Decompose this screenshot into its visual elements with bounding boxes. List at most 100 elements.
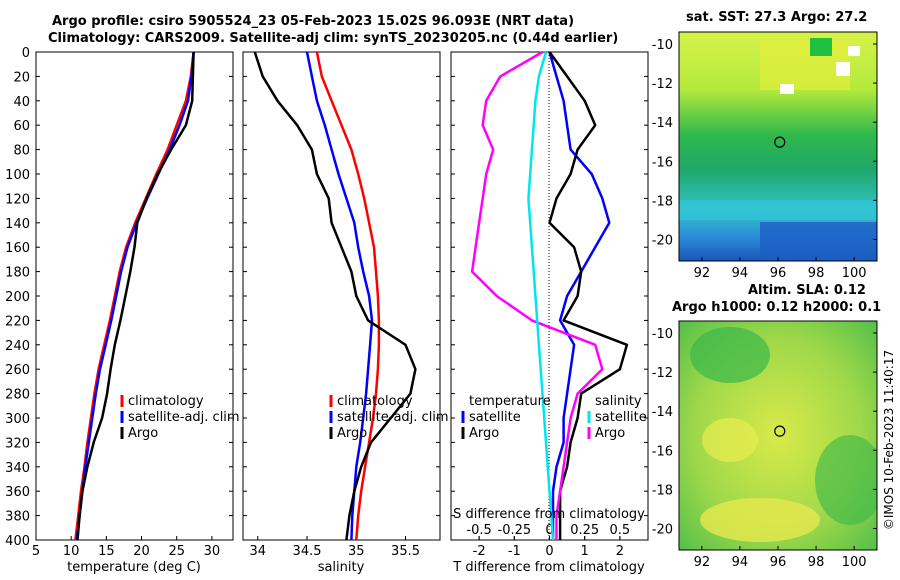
y-tick-label: 0: [22, 46, 30, 61]
y-tick-label: 160: [5, 241, 30, 256]
legend-label-temperature: temperature: [469, 394, 551, 409]
sla-map-axes: 92 94 96 98 100 -10 -12 -14 -16 -18 -20: [652, 327, 877, 570]
sla-map-title-2: Argo h1000: 0.12 h2000: 0.1: [672, 300, 882, 315]
series-satellite-adj-clim: [75, 51, 195, 541]
legend-label-t-argo: Argo: [469, 426, 499, 441]
series-salinity-argo: [470, 50, 604, 540]
series-climatology: [315, 51, 381, 541]
panel-temperature: [35, 51, 234, 541]
y-tick-label: 380: [5, 510, 30, 525]
lat-tick-label: -12: [652, 77, 673, 92]
credit: ©IMOS 10-Feb-2023 11:40:17: [882, 350, 896, 530]
salinity-series: [253, 51, 417, 541]
sla-map: 92 94 96 98 100 -10 -12 -14 -16 -18 -20: [652, 320, 878, 570]
xlabel-temperature: temperature (deg C): [67, 560, 201, 575]
y-tick-label: 40: [13, 95, 30, 110]
x-tick-label: 34: [250, 544, 267, 559]
lat-tick-label: -20: [652, 522, 673, 537]
legend-label-salinity: salinity: [595, 394, 642, 409]
legend-label-argo: Argo: [337, 426, 367, 441]
lat-tick-label: -18: [652, 194, 673, 209]
legend-label-satellite: satellite-adj. clim: [128, 410, 240, 425]
series-satellite-adj-clim: [305, 51, 374, 541]
legend-label-climatology: climatology: [128, 394, 204, 409]
float-position-marker: [774, 136, 786, 148]
y-tick-label: 260: [5, 363, 30, 378]
float-position-marker: [774, 425, 786, 437]
lat-tick-label: -16: [652, 444, 673, 459]
lon-tick-label: 92: [694, 555, 711, 570]
panel-salinity: [242, 51, 441, 541]
y-tick-label: 180: [5, 266, 30, 281]
sla-high-patch: [700, 498, 820, 542]
sla-low-patch: [815, 435, 877, 525]
x-tick-label: 0: [545, 523, 553, 538]
sst-map-title: sat. SST: 27.3 Argo: 27.2: [686, 10, 868, 25]
y-tick-label: 360: [5, 485, 30, 500]
title-line-1: Argo profile: csiro 5905524_23 05-Feb-20…: [52, 14, 575, 29]
lat-tick-label: -12: [652, 366, 673, 381]
salinity-x-axis: 34 34.5 35 35.5: [250, 536, 420, 559]
lat-tick-label: -20: [652, 233, 673, 248]
y-tick-label: 320: [5, 436, 30, 451]
xlabel-t-difference: T difference from climatology: [452, 560, 645, 575]
series-argo: [76, 51, 195, 541]
lon-tick-label: 96: [770, 266, 787, 281]
sst-cold-band: [760, 222, 877, 261]
lon-tick-label: 100: [842, 555, 867, 570]
x-tick-label: 35: [348, 544, 365, 559]
lon-tick-label: 100: [842, 266, 867, 281]
sst-cloud-gap: [780, 84, 794, 94]
y-tick-label: 120: [5, 192, 30, 207]
lat-tick-label: -18: [652, 483, 673, 498]
x-tick-label: -1: [508, 544, 521, 559]
y-tick-label: 240: [5, 339, 30, 354]
series-salinity-satellite: [527, 51, 555, 541]
lat-tick-label: -16: [652, 155, 673, 170]
y-tick-label: 400: [5, 534, 30, 549]
y-tick-label: 140: [5, 217, 30, 232]
depth-axis: 0 20 40 60 80 100 120 140 160 180 200 220 240 260 280 3…: [5, 46, 648, 549]
sla-high-patch: [702, 418, 758, 462]
sla-low-patch: [690, 327, 770, 383]
title-line-2: Climatology: CARS2009. Satellite-adj cli…: [48, 31, 619, 46]
series-temperature-argo: [548, 51, 629, 540]
legend-label-t-satellite: satellite: [469, 410, 521, 425]
legend-salinity: climatology satellite-adj. clim Argo: [329, 394, 449, 441]
legend-difference: temperature satellite Argo salinity sate…: [461, 394, 647, 441]
temperature-x-axis: 5 10 15 20 25 30: [32, 536, 220, 559]
y-tick-label: 300: [5, 412, 30, 427]
x-tick-label: -0.25: [498, 523, 532, 538]
lat-tick-label: -14: [652, 116, 673, 131]
salinity-difference-x-axis: -0.5 -0.25 0 0.25 0.5: [466, 523, 630, 540]
series-argo: [253, 51, 417, 541]
y-tick-label: 80: [13, 144, 30, 159]
x-tick-label: 30: [204, 544, 221, 559]
legend-label-climatology: climatology: [337, 394, 413, 409]
x-tick-label: 5: [32, 544, 40, 559]
x-tick-label: 0.5: [610, 523, 631, 538]
lon-tick-label: 98: [808, 266, 825, 281]
legend-label-argo: Argo: [128, 426, 158, 441]
sst-map-axes: 92 94 96 98 100 -10 -12 -14 -16 -18 -20: [652, 38, 877, 281]
legend-label-s-satellite: satellite: [595, 410, 647, 425]
x-tick-label: 10: [63, 544, 80, 559]
x-tick-label: 35.5: [391, 544, 420, 559]
xlabel-s-difference: S difference from climatology: [453, 507, 645, 522]
x-tick-label: 25: [168, 544, 185, 559]
xlabel-salinity: salinity: [318, 560, 365, 575]
legend-label-satellite: satellite-adj. clim: [337, 410, 449, 425]
difference-series: [470, 50, 629, 541]
y-tick-label: 100: [5, 168, 30, 183]
sst-patch: [810, 38, 832, 56]
y-tick-label: 280: [5, 388, 30, 403]
sst-cloud-gap: [848, 46, 860, 56]
legend-label-s-argo: Argo: [595, 426, 625, 441]
lon-tick-label: 94: [732, 266, 749, 281]
y-tick-label: 340: [5, 461, 30, 476]
sst-map: 92 94 96 98 100 -10 -12 -14 -16 -18 -20: [652, 31, 878, 281]
series-temperature-satellite: [548, 51, 611, 540]
temperature-series: [74, 51, 195, 541]
x-tick-label: -2: [473, 544, 486, 559]
